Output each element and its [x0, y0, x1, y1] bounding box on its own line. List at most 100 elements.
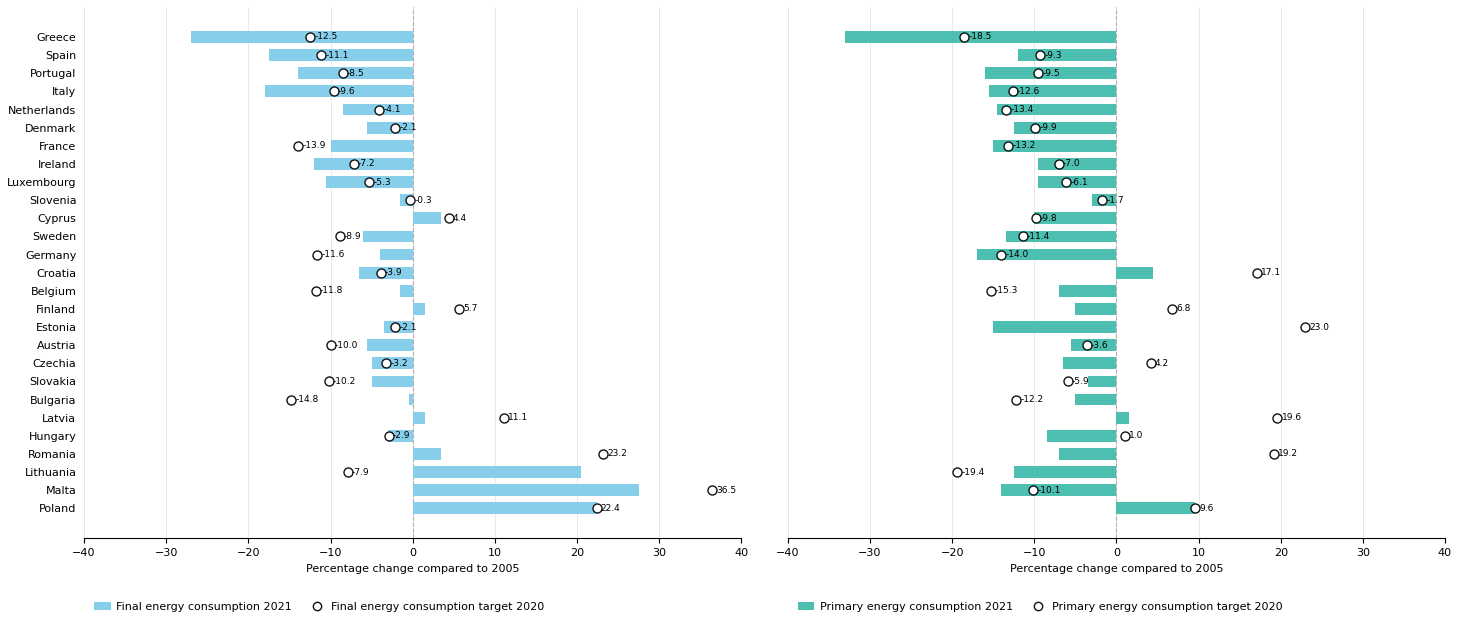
Text: 11.1: 11.1 [508, 413, 528, 422]
Text: -10.0: -10.0 [334, 341, 357, 350]
Text: -2.1: -2.1 [400, 322, 417, 332]
Bar [1116, 412, 1129, 424]
Text: 17.1: 17.1 [1261, 268, 1281, 277]
Bar [359, 267, 413, 279]
Text: -18.5: -18.5 [969, 33, 992, 41]
Bar [268, 49, 413, 61]
Bar [298, 68, 413, 79]
Text: 36.5: 36.5 [716, 486, 737, 495]
Text: -2.1: -2.1 [400, 123, 417, 132]
Text: -3.2: -3.2 [391, 359, 409, 368]
Bar [343, 104, 413, 115]
Text: -3.6: -3.6 [1091, 341, 1109, 350]
Text: -11.8: -11.8 [320, 286, 343, 295]
Text: -4.1: -4.1 [384, 105, 401, 114]
Bar [327, 176, 413, 188]
Bar [1046, 430, 1116, 442]
Bar [372, 376, 413, 387]
Bar [400, 285, 413, 297]
Text: -9.6: -9.6 [338, 87, 356, 96]
Bar [413, 212, 442, 224]
Bar [191, 31, 413, 43]
Text: 6.8: 6.8 [1176, 304, 1191, 314]
Bar [413, 503, 598, 514]
Bar [976, 249, 1116, 260]
Text: -12.2: -12.2 [1020, 395, 1043, 404]
Text: -8.9: -8.9 [344, 232, 362, 241]
Text: 1.0: 1.0 [1129, 431, 1142, 440]
Bar [372, 357, 413, 369]
Text: -13.2: -13.2 [1013, 141, 1036, 150]
Legend: Final energy consumption 2021, Final energy consumption target 2020: Final energy consumption 2021, Final ene… [89, 597, 549, 616]
Text: -9.5: -9.5 [1043, 69, 1061, 78]
Text: -7.2: -7.2 [357, 160, 375, 168]
Bar [1091, 194, 1116, 206]
Text: 19.2: 19.2 [1278, 449, 1299, 458]
Legend: Primary energy consumption 2021, Primary energy consumption target 2020: Primary energy consumption 2021, Primary… [794, 597, 1287, 616]
Text: -10.2: -10.2 [333, 377, 356, 386]
Text: -14.8: -14.8 [295, 395, 318, 404]
Text: -13.4: -13.4 [1011, 105, 1033, 114]
Bar [1087, 376, 1116, 387]
Bar [989, 86, 1116, 97]
Text: -9.8: -9.8 [1040, 213, 1058, 223]
Bar [994, 321, 1116, 333]
Text: 4.4: 4.4 [452, 213, 467, 223]
Text: -1.7: -1.7 [1106, 196, 1125, 205]
Text: -10.1: -10.1 [1037, 486, 1061, 495]
Text: -12.6: -12.6 [1017, 87, 1040, 96]
Bar [1059, 448, 1116, 460]
Bar [413, 466, 581, 478]
Bar [1018, 49, 1116, 61]
Bar [1014, 121, 1116, 133]
Bar [1116, 267, 1154, 279]
Text: -19.4: -19.4 [961, 468, 985, 476]
Bar [264, 86, 413, 97]
Bar [368, 339, 413, 351]
Text: -7.0: -7.0 [1064, 160, 1081, 168]
Text: -11.6: -11.6 [321, 250, 344, 259]
Text: -14.0: -14.0 [1005, 250, 1029, 259]
Text: 5.7: 5.7 [464, 304, 479, 314]
Bar [314, 158, 413, 170]
Text: -9.9: -9.9 [1039, 123, 1056, 132]
Bar [1071, 339, 1116, 351]
X-axis label: Percentage change compared to 2005: Percentage change compared to 2005 [1010, 563, 1223, 573]
Text: -8.5: -8.5 [347, 69, 365, 78]
Text: -15.3: -15.3 [995, 286, 1018, 295]
Bar [845, 31, 1116, 43]
Bar [331, 140, 413, 151]
Bar [985, 68, 1116, 79]
Text: -6.1: -6.1 [1071, 178, 1088, 187]
Bar [413, 448, 442, 460]
Text: 23.0: 23.0 [1310, 322, 1329, 332]
Text: -5.3: -5.3 [374, 178, 391, 187]
Bar [1075, 394, 1116, 406]
Bar [1034, 212, 1116, 224]
Text: 9.6: 9.6 [1199, 504, 1214, 513]
Bar [409, 394, 413, 406]
Bar [388, 430, 413, 442]
Bar [384, 321, 413, 333]
Text: -9.3: -9.3 [1045, 51, 1062, 59]
Bar [1059, 285, 1116, 297]
Bar [1039, 158, 1116, 170]
Bar [1039, 176, 1116, 188]
Bar [998, 104, 1116, 115]
Text: -7.9: -7.9 [352, 468, 369, 476]
Text: -11.1: -11.1 [325, 51, 349, 59]
Text: -13.9: -13.9 [302, 141, 325, 150]
Bar [368, 121, 413, 133]
Text: 4.2: 4.2 [1156, 359, 1169, 368]
Bar [400, 194, 413, 206]
Text: -11.4: -11.4 [1027, 232, 1050, 241]
Bar [413, 303, 425, 315]
Bar [1116, 503, 1195, 514]
Text: -5.9: -5.9 [1072, 377, 1090, 386]
Bar [379, 249, 413, 260]
Bar [413, 412, 425, 424]
Bar [363, 230, 413, 242]
Bar [413, 485, 639, 496]
Text: -3.9: -3.9 [385, 268, 403, 277]
Text: 22.4: 22.4 [601, 504, 620, 513]
